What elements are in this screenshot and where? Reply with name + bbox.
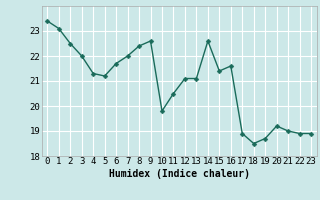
X-axis label: Humidex (Indice chaleur): Humidex (Indice chaleur) <box>109 169 250 179</box>
